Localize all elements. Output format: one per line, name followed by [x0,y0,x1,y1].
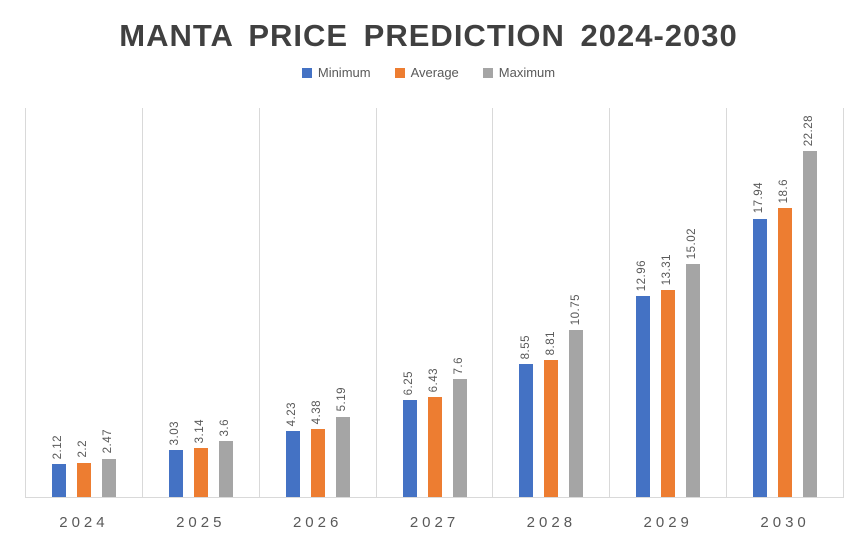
bar-column: 8.81 [544,330,559,497]
bar-column: 5.19 [335,387,350,497]
category-group-2027: 6.25 6.43 7.6 2027 [375,108,493,531]
legend-swatch-icon [482,67,493,78]
category-group-2026: 4.23 4.38 5.19 2026 [258,108,376,531]
category-group-2029: 12.96 13.31 15.02 2029 [609,108,726,531]
bar-value-label: 3.03 [169,420,182,445]
category-group-2025: 3.03 3.14 3.6 2025 [141,108,259,531]
bar-column: 6.25 [402,370,417,497]
x-axis-label: 2024 [59,514,109,531]
bar-maximum-2025 [218,441,233,497]
plot-area: 2.12 2.2 2.47 2024 3.03 3.14 3.6 2025 4.23 4.38 5.… [25,108,844,531]
bar-maximum-2028 [569,330,584,497]
bar-column: 4.38 [310,399,325,497]
bar-column: 2.2 [76,440,91,497]
bar-maximum-2024 [101,458,116,497]
bar-column: 7.6 [452,356,467,497]
bar-column: 8.55 [519,334,534,497]
bar-average-2030 [778,208,793,497]
bar-column: 3.14 [193,418,208,497]
bar-value-label: 2.12 [52,434,65,460]
bar-maximum-2027 [452,379,467,497]
bar-column: 10.75 [569,293,584,497]
bar-average-2024 [76,462,91,497]
legend-label: Average [410,65,459,80]
bar-average-2025 [193,448,208,497]
bar-value-label: 12.96 [636,259,649,291]
bar-value-label: 8.55 [519,334,532,360]
bar-column: 6.43 [427,367,442,497]
bar-value-label: 17.94 [753,182,766,214]
legend-item-average: Average [394,65,459,80]
bar-column: 17.94 [753,182,768,497]
bar-value-label: 18.6 [778,178,791,204]
category-group-2028: 8.55 8.81 10.75 2028 [492,108,609,531]
x-axis-label: 2025 [176,514,226,531]
bar-column: 18.6 [778,178,793,497]
bar-column: 3.6 [218,418,233,497]
bar-value-label: 6.43 [427,367,440,393]
legend-item-minimum: Minimum [301,65,371,80]
bar-average-2028 [544,360,559,497]
bar-column: 2.12 [51,434,66,497]
bar-value-label: 10.75 [569,293,582,326]
bar-value-label: 3.14 [194,418,207,444]
legend-swatch-icon [394,67,405,78]
bar-value-label: 5.19 [335,387,348,412]
bar-value-label: 2.47 [102,429,115,454]
bar-column: 3.03 [168,420,183,497]
bar-value-label: 8.81 [544,330,557,356]
category-group-2030: 17.94 18.6 22.28 2030 [726,108,843,531]
bar-column: 15.02 [686,227,701,497]
bar-maximum-2029 [686,263,701,497]
bar-value-label: 22.28 [803,114,816,147]
bar-average-2026 [310,429,325,497]
bar-value-label: 6.25 [402,370,415,395]
bar-minimum-2029 [636,295,651,497]
bar-average-2027 [427,397,442,497]
bar-maximum-2026 [335,416,350,497]
bar-minimum-2028 [519,364,534,497]
bar-column: 22.28 [803,114,818,497]
bar-value-label: 13.31 [661,254,674,286]
legend-label: Minimum [317,65,371,80]
bar-minimum-2026 [285,431,300,497]
bar-value-label: 4.38 [310,399,323,424]
bar-column: 12.96 [636,259,651,497]
bar-maximum-2030 [803,151,818,497]
legend-item-maximum: Maximum [482,65,556,80]
bar-column: 2.47 [101,429,116,497]
bar-value-label: 4.23 [285,402,298,427]
x-axis-label: 2029 [643,514,693,531]
x-axis-label: 2026 [292,514,343,531]
bar-average-2029 [661,290,676,497]
legend-swatch-icon [301,67,312,78]
bar-minimum-2030 [753,218,768,497]
bar-minimum-2024 [51,464,66,497]
legend-label: Maximum [498,65,556,80]
bar-value-label: 2.2 [77,440,90,458]
bar-value-label: 15.02 [686,227,699,259]
bar-column: 4.23 [285,402,300,497]
chart-title: MANTA PRICE PREDICTION 2024-2030 [119,18,738,53]
bar-minimum-2025 [168,450,183,497]
x-axis-label: 2030 [760,514,810,531]
bar-column: 13.31 [661,254,676,497]
bar-value-label: 3.6 [219,418,232,437]
x-axis-label: 2028 [526,514,577,531]
bar-minimum-2027 [402,400,417,497]
category-group-2024: 2.12 2.2 2.47 2024 [25,108,142,531]
x-axis-label: 2027 [409,514,460,531]
bar-value-label: 7.6 [452,356,465,375]
legend: Minimum Average Maximum [0,65,857,80]
